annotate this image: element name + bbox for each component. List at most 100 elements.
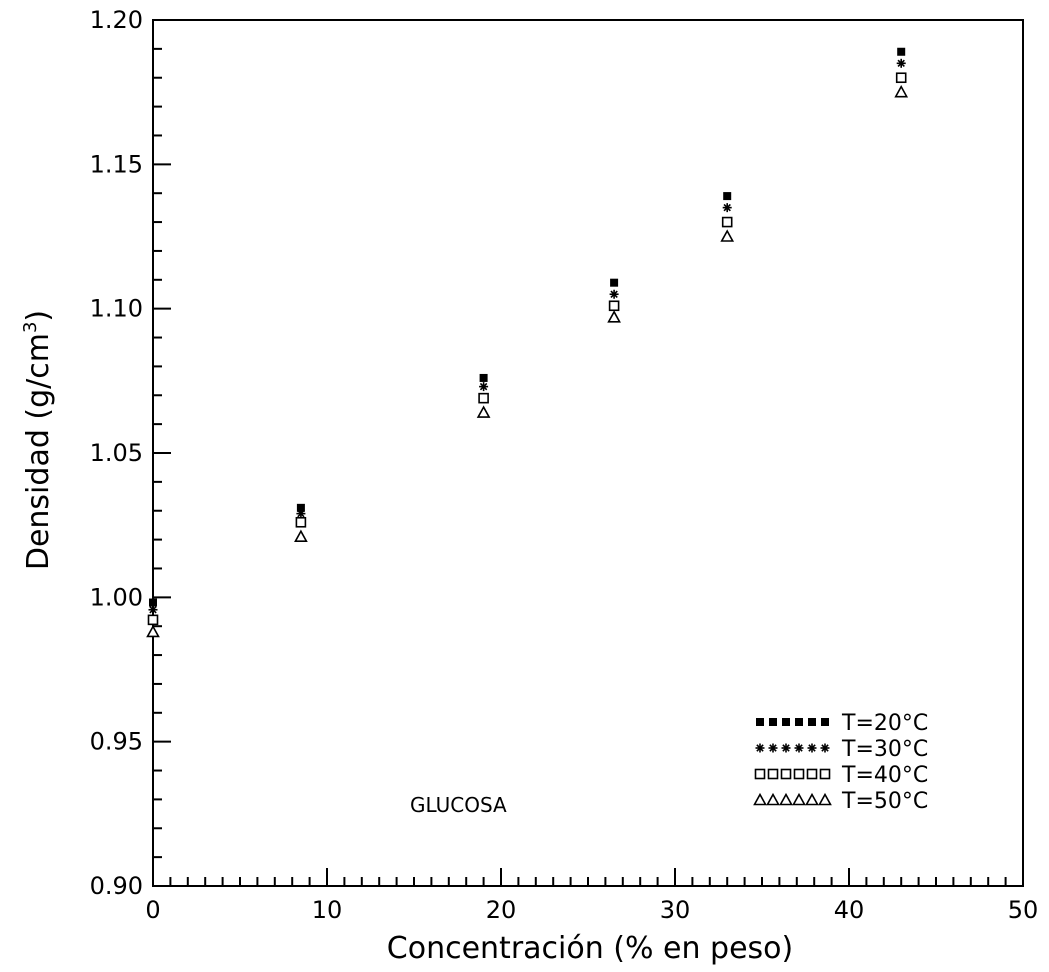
marker-shape [478,392,489,404]
data-point-series-4 [894,85,909,98]
data-point-series-2 [296,509,306,519]
legend-label: T=50°C [841,789,928,814]
data-point-series-4 [607,310,621,323]
marker-shape [766,792,780,806]
marker-shape [894,85,909,98]
marker-shape [821,718,829,726]
marker-shape [756,718,764,726]
marker-shape [806,768,818,780]
legend-entry: T=20°C [756,711,928,736]
y-tick-labels: 0.90 0.95 1.00 1.05 1.10 1.15 1.20 [90,6,143,900]
marker-shape [818,792,832,806]
legend-marker [792,792,806,806]
x-tick-label: 40 [834,896,865,924]
marker-shape [769,718,777,726]
tick-marks [152,19,1024,887]
legend-entry: T=50°C [753,789,928,814]
marker-shape [792,792,806,806]
marker-shape [897,47,906,56]
legend-marker [781,743,791,753]
data-point-series-3 [721,216,733,228]
y-tick-label: 1.10 [90,295,143,323]
legend-marker [756,718,764,726]
data-point-series-2 [148,605,158,615]
marker-shape [608,300,620,312]
data-point-series-1 [897,47,906,56]
marker-shape [808,718,816,726]
marker-shape [607,310,621,323]
x-tick-label: 10 [312,896,343,924]
legend-marker [795,718,803,726]
y-axis-title-superscript: 3 [20,322,41,333]
legend-marker [767,768,779,780]
marker-shape [779,792,793,806]
marker-shape [723,192,732,201]
legend-marker [768,743,778,753]
marker-shape [767,768,779,780]
marker-shape [782,718,790,726]
data-point-series-2 [479,382,489,392]
marker-shape [895,72,907,84]
legend-entry: T=30°C [755,737,928,762]
legend-marker [819,768,831,780]
x-axis-title: Concentración (% en peso) [387,931,793,966]
marker-shape [721,216,733,228]
legend-marker [808,718,816,726]
y-axis-title-main: Densidad (g/cm [21,333,56,570]
marker-shape [780,768,792,780]
y-tick-label: 1.15 [90,150,143,178]
legend-marker [806,768,818,780]
legend-marker [807,743,817,753]
marker-shape [753,792,767,806]
x-tick-label: 20 [486,896,517,924]
data-point-series-2 [896,58,906,68]
legend-marker [753,792,767,806]
y-tick-label: 1.20 [90,6,143,34]
y-tick-label: 1.00 [90,583,143,611]
marker-shape [149,598,157,607]
marker-shape [793,768,805,780]
legend-entry: T=40°C [754,763,928,788]
data-point-series-3 [478,392,489,404]
data-point-series-1 [296,503,305,512]
legend-marker [794,743,804,753]
marker-shape [294,529,308,543]
marker-shape [147,614,159,626]
legend-marker [754,768,766,780]
data-point-series-1 [723,192,732,201]
legend-marker [782,718,790,726]
legend-marker [755,743,765,753]
x-tick-labels: 0 10 20 30 40 50 [145,896,1038,924]
legend-label: T=30°C [841,737,928,762]
data-point-series-4 [146,624,160,638]
marker-shape [795,718,803,726]
legend-marker [780,768,792,780]
legend: T=20°CT=30°CT=40°CT=50°C [753,711,928,814]
data-points [146,47,909,638]
data-point-series-4 [720,229,735,242]
marker-shape [754,768,766,780]
legend-marker [769,718,777,726]
marker-shape [720,229,735,242]
legend-marker [793,768,805,780]
data-point-series-1 [610,278,619,287]
marker-shape [479,373,488,382]
marker-shape [296,503,305,512]
legend-marker [779,792,793,806]
data-point-series-2 [722,203,732,213]
y-tick-label: 1.05 [90,439,143,467]
x-tick-label: 50 [1008,896,1039,924]
data-point-series-2 [609,289,619,299]
legend-marker [805,792,819,806]
data-point-series-3 [295,516,307,528]
marker-shape [610,278,619,287]
y-axis-title-close: ) [21,310,56,322]
data-point-series-1 [479,373,488,382]
data-point-series-3 [608,300,620,312]
y-tick-label: 0.95 [90,728,143,756]
legend-label: T=20°C [841,711,928,736]
legend-label: T=40°C [841,763,928,788]
y-axis-title: Densidad (g/cm3) [20,310,56,570]
x-tick-label: 0 [145,896,160,924]
legend-marker [766,792,780,806]
